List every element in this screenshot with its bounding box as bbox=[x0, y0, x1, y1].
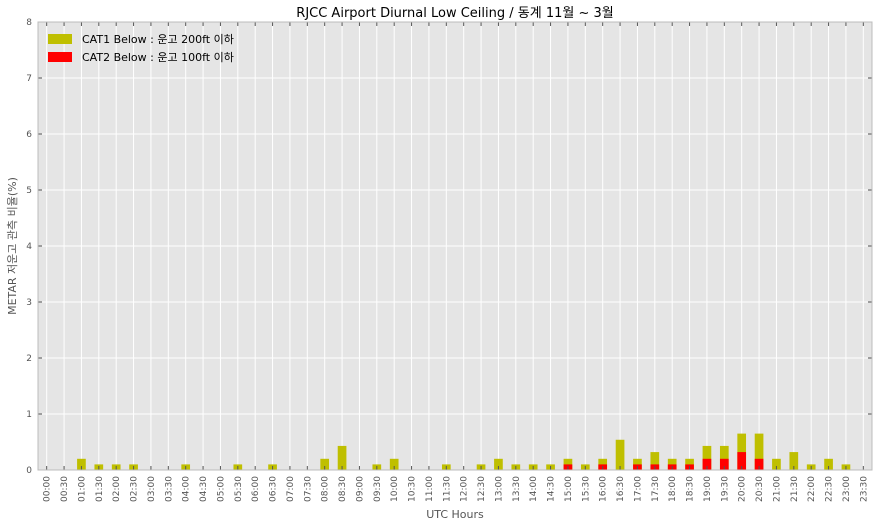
bar-cat2 bbox=[754, 458, 764, 470]
x-tick-label: 16:30 bbox=[616, 476, 626, 502]
x-tick-label: 18:30 bbox=[686, 476, 696, 502]
bar-cat2 bbox=[719, 458, 729, 470]
y-axis-label: METAR 저운고 관측 비율(%) bbox=[6, 177, 19, 315]
legend-label: CAT1 Below : 운고 200ft 이하 bbox=[82, 32, 234, 46]
x-tick-label: 19:30 bbox=[720, 476, 730, 502]
y-tick-label: 3 bbox=[26, 298, 32, 308]
bar-cat1 bbox=[789, 452, 799, 470]
x-tick-label: 06:30 bbox=[269, 476, 279, 502]
bar-cat1 bbox=[754, 433, 764, 470]
y-tick-label: 6 bbox=[26, 130, 32, 140]
x-tick-label: 01:30 bbox=[95, 476, 105, 502]
y-tick-label: 8 bbox=[26, 18, 32, 28]
x-tick-label: 15:30 bbox=[581, 476, 591, 502]
x-tick-label: 01:00 bbox=[77, 476, 87, 502]
y-tick-label: 5 bbox=[26, 186, 32, 196]
x-tick-label: 20:00 bbox=[738, 476, 748, 502]
x-tick-label: 11:00 bbox=[425, 476, 435, 502]
x-tick-label: 17:00 bbox=[633, 476, 643, 502]
x-tick-label: 13:00 bbox=[494, 476, 504, 502]
x-tick-label: 21:00 bbox=[772, 476, 782, 502]
x-tick-label: 06:00 bbox=[251, 476, 261, 502]
y-tick-label: 4 bbox=[26, 242, 32, 252]
x-tick-label: 15:00 bbox=[564, 476, 574, 502]
bar-cat1 bbox=[737, 433, 747, 470]
x-tick-label: 02:00 bbox=[112, 476, 122, 502]
bar-cat1 bbox=[77, 458, 86, 470]
x-tick-label: 10:30 bbox=[408, 476, 418, 502]
bar-cat1 bbox=[702, 445, 712, 470]
bar-cat1 bbox=[615, 439, 625, 470]
legend-swatch bbox=[48, 52, 72, 62]
bar-cat1 bbox=[389, 458, 399, 470]
bar-cat1 bbox=[824, 458, 833, 470]
x-tick-label: 07:30 bbox=[303, 476, 313, 502]
axis-ticks: 0 1 2 3 4 5 6 7 8 00:00 00:30 01:00 01:30 02:00 02:30 0… bbox=[26, 18, 873, 502]
x-tick-label: 18:00 bbox=[668, 476, 678, 502]
legend-swatch bbox=[48, 34, 72, 44]
x-tick-label: 12:30 bbox=[477, 476, 487, 502]
y-tick-label: 1 bbox=[26, 410, 32, 420]
x-tick-label: 14:30 bbox=[547, 476, 557, 502]
chart-title: RJCC Airport Diurnal Low Ceiling / 동계 11… bbox=[296, 6, 613, 21]
y-tick-label: 7 bbox=[26, 74, 32, 84]
bar-cat2 bbox=[737, 452, 747, 470]
x-tick-label: 23:00 bbox=[842, 476, 852, 502]
x-tick-label: 14:00 bbox=[529, 476, 539, 502]
x-tick-label: 04:00 bbox=[182, 476, 192, 502]
bar-cat1 bbox=[494, 458, 503, 470]
x-tick-label: 05:30 bbox=[234, 476, 244, 502]
x-tick-label: 22:00 bbox=[807, 476, 817, 502]
x-tick-label: 00:30 bbox=[60, 476, 70, 502]
x-tick-label: 00:00 bbox=[43, 476, 53, 502]
bar-cat1 bbox=[320, 458, 330, 470]
legend: CAT1 Below : 운고 200ft 이하 CAT2 Below : 운고 … bbox=[48, 32, 234, 64]
bar-cat1 bbox=[719, 445, 729, 470]
x-tick-label: 08:00 bbox=[321, 476, 331, 502]
x-axis-label: UTC Hours bbox=[426, 508, 484, 521]
x-tick-label: 02:30 bbox=[130, 476, 140, 502]
x-tick-label: 03:00 bbox=[147, 476, 157, 502]
plot-frame bbox=[37, 21, 873, 471]
y-tick-label: 2 bbox=[26, 354, 32, 364]
x-tick-label: 17:30 bbox=[651, 476, 661, 502]
x-tick-label: 07:00 bbox=[286, 476, 296, 502]
x-tick-label: 13:30 bbox=[512, 476, 522, 502]
x-tick-label: 09:00 bbox=[355, 476, 365, 502]
x-tick-label: 08:30 bbox=[338, 476, 348, 502]
legend-label: CAT2 Below : 운고 100ft 이하 bbox=[82, 50, 234, 64]
x-tick-label: 23:30 bbox=[859, 476, 869, 502]
x-tick-label: 16:00 bbox=[599, 476, 609, 502]
x-tick-label: 19:00 bbox=[703, 476, 713, 502]
x-tick-label: 11:30 bbox=[442, 476, 452, 502]
x-tick-label: 10:00 bbox=[390, 476, 400, 502]
x-tick-label: 12:00 bbox=[460, 476, 470, 502]
x-tick-label: 04:30 bbox=[199, 476, 209, 502]
x-tick-label: 09:30 bbox=[373, 476, 383, 502]
x-tick-label: 22:30 bbox=[825, 476, 835, 502]
bar-cat1 bbox=[337, 445, 347, 470]
x-tick-label: 05:00 bbox=[216, 476, 226, 502]
bar-cat2 bbox=[702, 458, 712, 470]
x-tick-label: 21:30 bbox=[790, 476, 800, 502]
x-tick-label: 20:30 bbox=[755, 476, 765, 502]
y-tick-label: 0 bbox=[26, 466, 32, 476]
bar-cat1 bbox=[772, 458, 781, 470]
bar-cat1 bbox=[650, 452, 660, 470]
x-tick-label: 03:30 bbox=[164, 476, 174, 502]
